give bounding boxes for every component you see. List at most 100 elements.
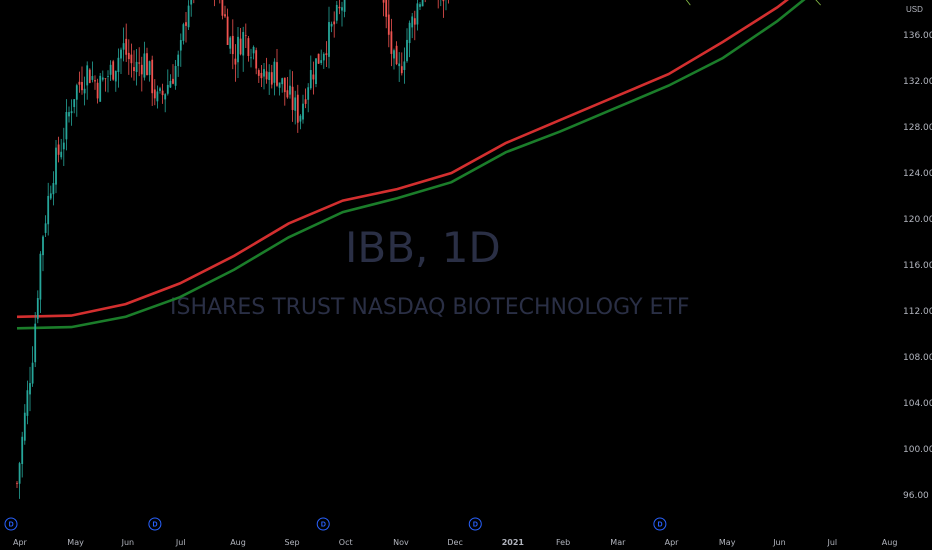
price-tick-label: 132.00 (903, 77, 932, 87)
candle (419, 2, 421, 10)
candle (247, 36, 250, 62)
candle (299, 114, 302, 130)
candle (68, 106, 70, 123)
candle (239, 27, 242, 56)
candle (221, 0, 224, 20)
time-tick-label: Jun (121, 538, 135, 547)
candle (325, 41, 328, 68)
time-tick-label: 2021 (502, 538, 525, 547)
candle (179, 33, 182, 67)
candle (421, 0, 424, 7)
candle (268, 64, 271, 95)
candle (304, 88, 307, 109)
candle (101, 70, 104, 82)
candle (148, 60, 151, 82)
candle (286, 77, 289, 99)
candle (135, 48, 138, 86)
candle (231, 19, 234, 70)
candle (343, 0, 346, 18)
candle (395, 41, 398, 66)
candle (146, 47, 148, 76)
candle (190, 0, 193, 17)
candle (114, 70, 117, 92)
candle (338, 0, 341, 15)
candle (52, 171, 55, 206)
ma-slow-line (16, 0, 806, 330)
price-tick-label: 128.00 (903, 123, 932, 133)
candle (174, 60, 177, 90)
candle (224, 5, 226, 19)
candle (130, 43, 133, 78)
candle (413, 10, 416, 41)
candle (65, 99, 68, 151)
candle (406, 28, 408, 63)
candle (400, 52, 403, 76)
candle (172, 64, 174, 85)
candle (47, 182, 50, 236)
price-tick-label: 120.00 (903, 215, 932, 225)
candle (78, 71, 81, 93)
candle (44, 215, 47, 238)
candle (445, 0, 447, 11)
candle (55, 140, 57, 194)
time-tick-label: Nov (393, 538, 409, 547)
candle (62, 127, 65, 167)
candle (320, 49, 323, 66)
candle (341, 1, 343, 27)
candle (112, 59, 115, 81)
candle (317, 53, 320, 65)
candle (36, 290, 39, 324)
candle (143, 41, 146, 81)
moving-averages (16, 0, 806, 330)
candle (328, 6, 330, 69)
event-label: D (9, 522, 14, 529)
event-label: D (657, 522, 662, 529)
price-tick-label: 124.00 (903, 169, 932, 179)
candle (133, 50, 135, 81)
candle (440, 0, 442, 7)
price-tick-label: 116.00 (903, 261, 932, 271)
candle (153, 79, 156, 106)
time-tick-label: Feb (556, 538, 570, 547)
candle (244, 23, 247, 48)
price-tick-label: 104.00 (903, 399, 932, 409)
candle (99, 72, 102, 102)
candle (39, 251, 42, 313)
price-tick-label: 136.00 (903, 31, 932, 41)
candle (34, 312, 37, 368)
candle (182, 22, 185, 45)
candle (390, 18, 393, 67)
candle (289, 69, 291, 99)
candle (151, 55, 154, 106)
candle (302, 94, 304, 124)
candle (393, 48, 395, 70)
price-tick-label: 108.00 (903, 353, 932, 363)
candle (315, 58, 317, 88)
candle (18, 461, 21, 499)
price-tick-label: 112.00 (903, 307, 932, 317)
candle (257, 68, 260, 83)
candle (169, 74, 172, 89)
candle (294, 90, 297, 125)
time-axis[interactable]: Apr May Jun Jul Aug Sep Oct Nov Dec 2021 Feb Mar Apr… (4, 517, 897, 547)
event-marker: D (653, 517, 667, 531)
candle (117, 48, 120, 88)
candle (21, 431, 24, 478)
candle (96, 78, 99, 104)
candle (322, 52, 325, 69)
candle (49, 185, 52, 201)
candle (81, 66, 83, 95)
candle (270, 64, 273, 89)
price-tick-label: 96.00 (903, 491, 929, 501)
price-axis[interactable]: 96.00 100.00 104.00 108.00 112.00 116.00 120.0… (897, 0, 932, 501)
symbol-watermark: IBB, 1D (345, 223, 501, 272)
candle (255, 47, 258, 75)
candle (140, 56, 143, 92)
candle (335, 1, 338, 24)
time-tick-label: Dec (447, 538, 462, 547)
candle (403, 47, 406, 84)
candle (125, 23, 128, 62)
candle (60, 138, 63, 160)
candle (276, 49, 278, 87)
